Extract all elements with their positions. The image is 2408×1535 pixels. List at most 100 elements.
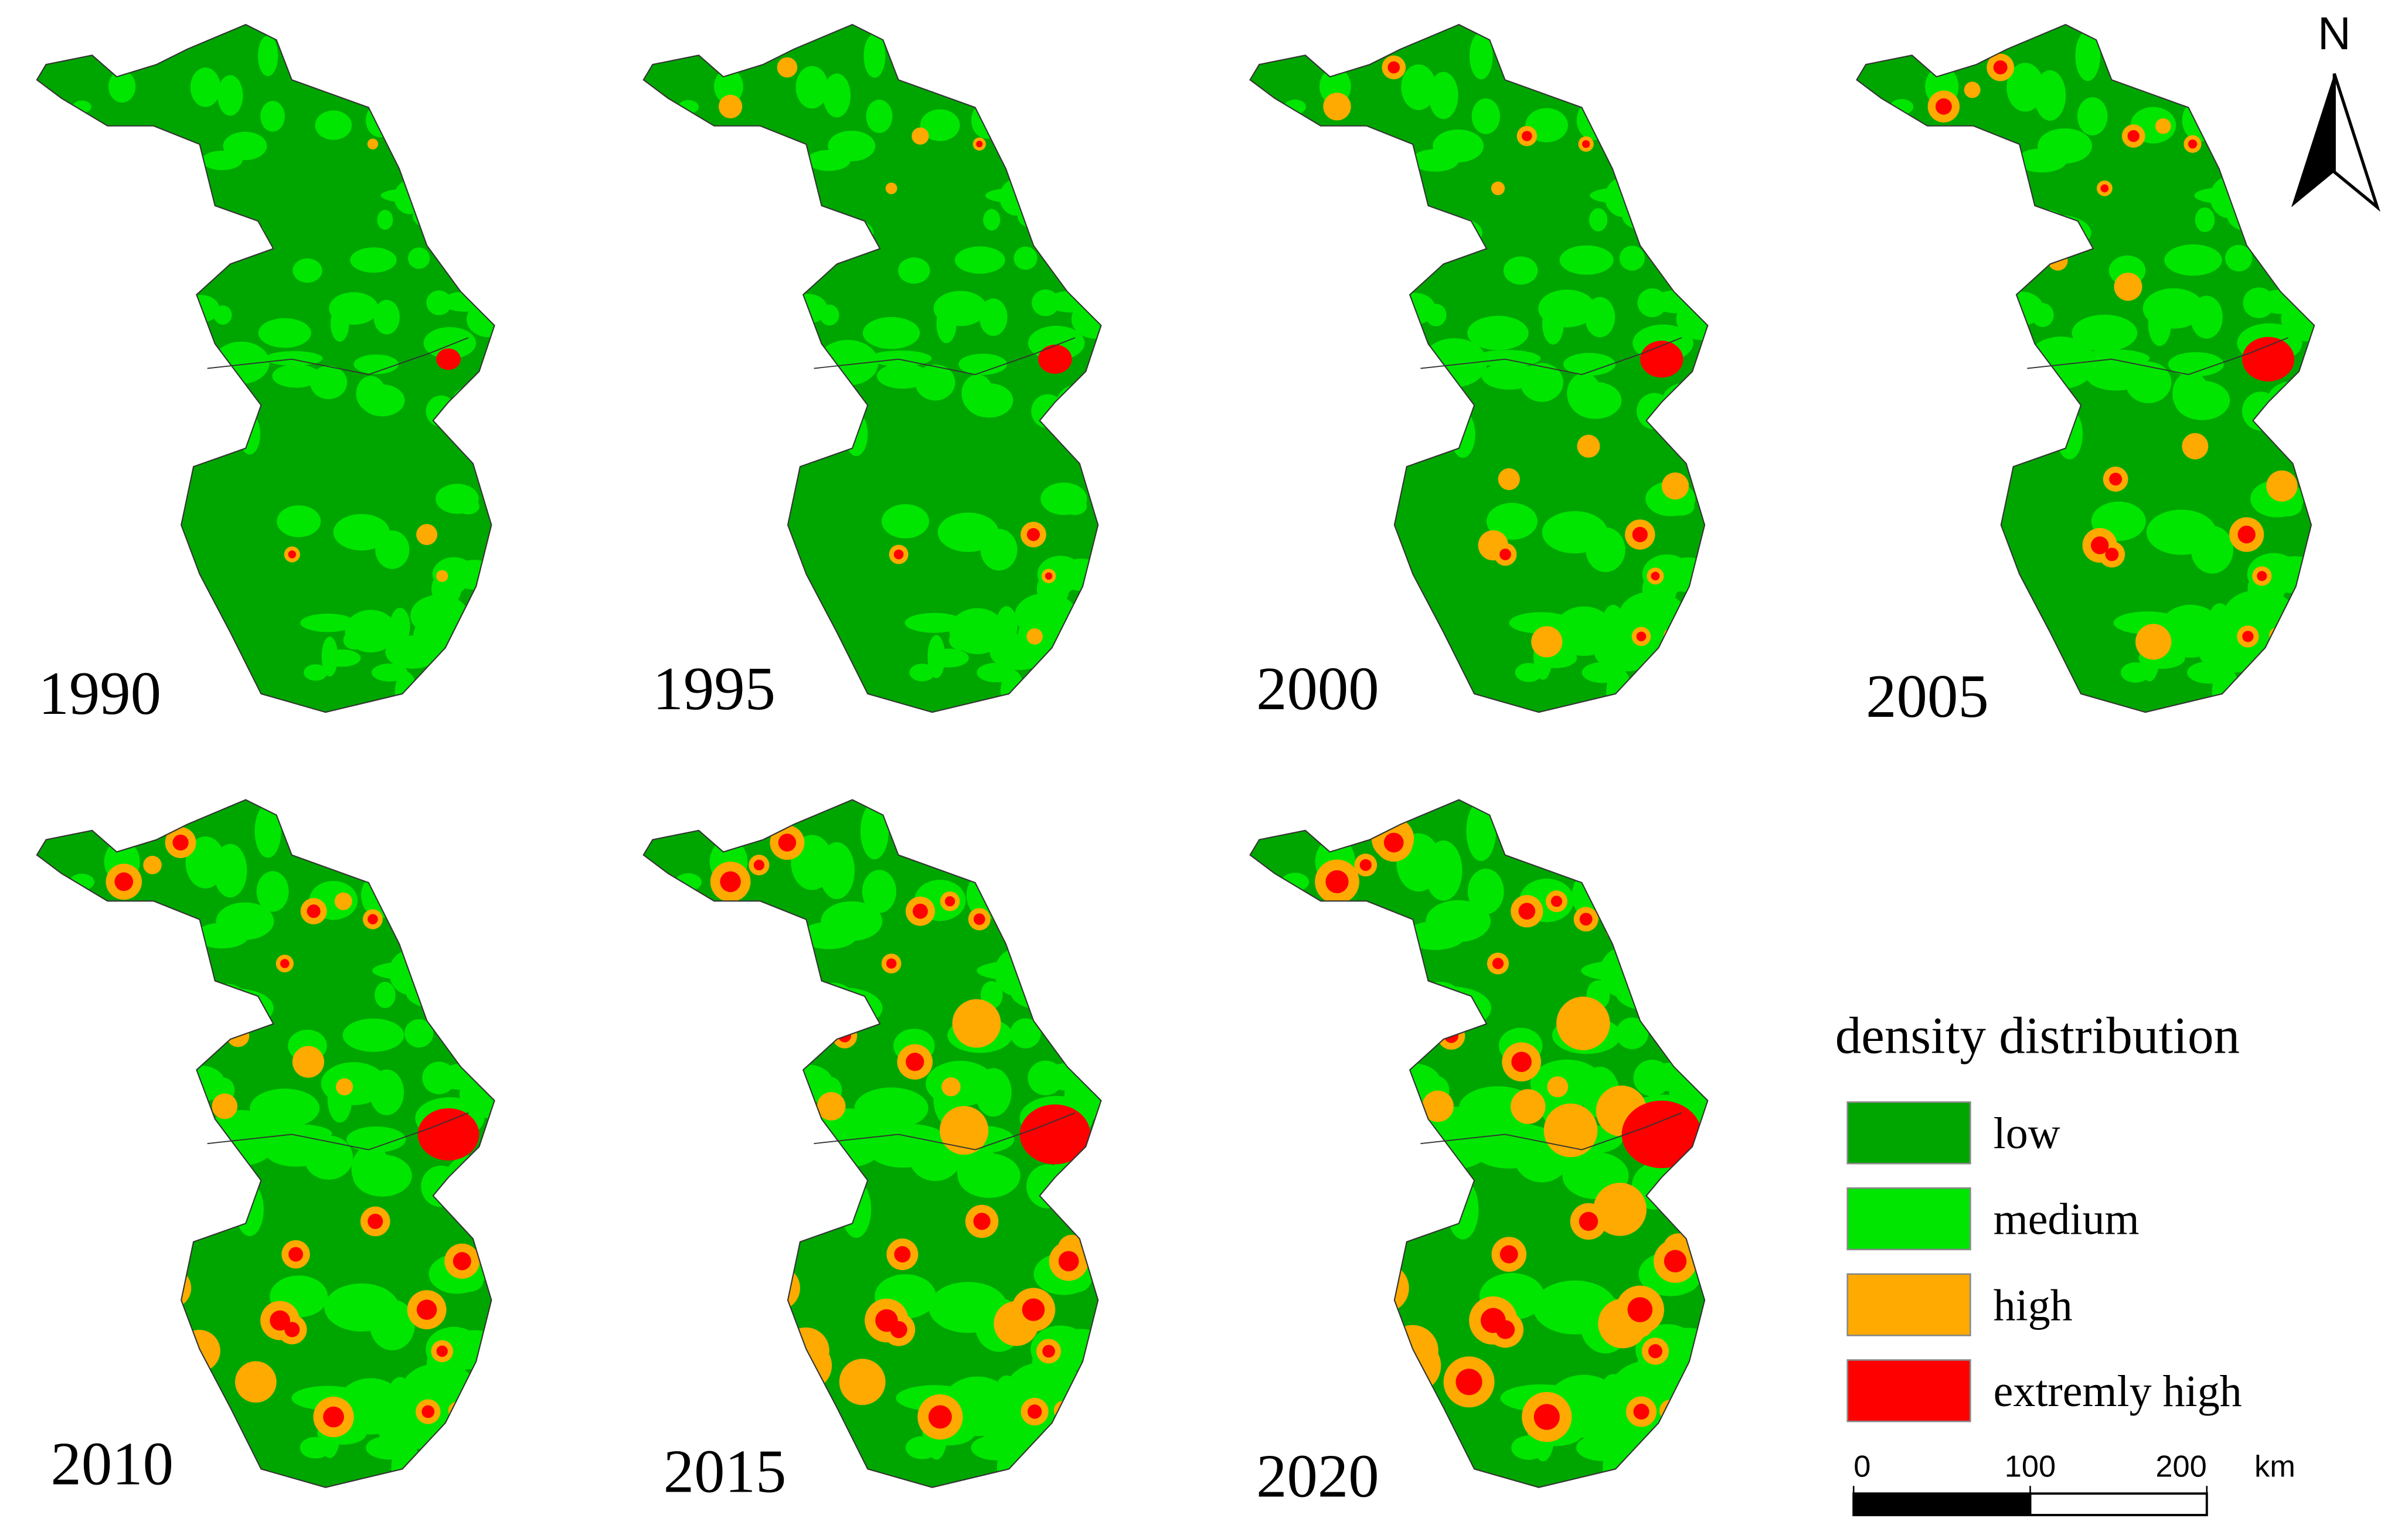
medium-patch bbox=[1405, 921, 1465, 950]
extreme-patch bbox=[1579, 913, 1593, 926]
medium-patch bbox=[327, 828, 387, 863]
legend-label: high bbox=[1994, 1281, 2073, 1330]
legend-swatch bbox=[1846, 1273, 1971, 1336]
medium-patch bbox=[2086, 361, 2146, 391]
north-label: N bbox=[2318, 8, 2351, 59]
medium-patch bbox=[817, 212, 851, 239]
medium-patch bbox=[239, 414, 261, 455]
extreme-patch bbox=[1359, 859, 1372, 871]
extreme-patch bbox=[753, 859, 765, 871]
medium-patch bbox=[1501, 799, 1576, 843]
medium-patch bbox=[904, 28, 959, 62]
extreme-patch bbox=[928, 1405, 952, 1429]
medium-patch bbox=[1268, 24, 1318, 46]
medium-patch bbox=[2195, 207, 2215, 233]
medium-patch bbox=[209, 218, 265, 248]
medium-patch bbox=[1603, 1437, 1635, 1488]
medium-patch bbox=[964, 383, 1013, 418]
medium-patch bbox=[1000, 669, 1025, 713]
medium-patch bbox=[1671, 945, 1708, 970]
medium-patch bbox=[69, 1264, 140, 1282]
medium-patch bbox=[758, 168, 785, 200]
high-patch bbox=[367, 138, 379, 149]
medium-patch bbox=[967, 806, 1007, 847]
medium-patch bbox=[130, 938, 186, 981]
medium-patch bbox=[235, 1182, 264, 1237]
medium-patch bbox=[2120, 662, 2150, 683]
medium-patch bbox=[937, 1294, 995, 1315]
extreme-patch bbox=[1318, 1427, 1332, 1442]
high-patch bbox=[178, 1329, 220, 1372]
medium-patch bbox=[1277, 1263, 1358, 1284]
extreme-patch bbox=[973, 1213, 991, 1230]
high-patch bbox=[1932, 509, 1955, 533]
medium-patch bbox=[807, 149, 851, 171]
medium-patch bbox=[1542, 1293, 1603, 1316]
medium-patch bbox=[1861, 532, 1918, 575]
medium-patch bbox=[1363, 167, 1392, 202]
extreme-patch bbox=[720, 871, 741, 893]
medium-patch bbox=[329, 292, 379, 325]
extreme-patch bbox=[1340, 200, 1358, 219]
medium-patch bbox=[211, 212, 243, 238]
medium-patch bbox=[1590, 187, 1653, 204]
high-patch bbox=[839, 1359, 886, 1405]
medium-patch bbox=[190, 67, 221, 107]
extreme-patch bbox=[2127, 130, 2140, 142]
extreme-patch bbox=[280, 959, 290, 968]
medium-patch bbox=[258, 318, 311, 348]
province-boundary bbox=[1420, 1112, 1682, 1151]
medium-patch bbox=[673, 1264, 749, 1283]
scale-unit: km bbox=[2254, 1449, 2295, 1483]
high-patch bbox=[1589, 860, 1645, 917]
extreme-patch bbox=[1455, 1369, 1482, 1396]
medium-patch bbox=[1563, 353, 1615, 376]
medium-patch bbox=[69, 873, 94, 891]
high-patch bbox=[394, 920, 413, 939]
medium-patch bbox=[46, 536, 93, 571]
medium-patch bbox=[1073, 173, 1101, 192]
medium-patch bbox=[456, 498, 479, 515]
high-patch bbox=[2266, 470, 2298, 502]
high-patch bbox=[1331, 192, 1367, 228]
medium-patch bbox=[664, 24, 709, 46]
medium-patch bbox=[710, 221, 773, 268]
medium-patch bbox=[1509, 26, 1568, 63]
medium-patch bbox=[1434, 239, 1453, 254]
medium-patch bbox=[66, 1074, 96, 1094]
medium-patch bbox=[108, 70, 136, 103]
medium-patch bbox=[89, 1112, 109, 1166]
extreme-patch bbox=[1636, 631, 1647, 642]
medium-patch bbox=[122, 512, 151, 532]
medium-patch bbox=[1646, 57, 1682, 84]
medium-patch bbox=[1028, 171, 1063, 215]
extreme-patch bbox=[1060, 632, 1067, 639]
high-patch bbox=[1600, 96, 1635, 131]
extreme-patch bbox=[436, 1345, 448, 1357]
medium-patch bbox=[182, 295, 220, 323]
medium-patch bbox=[2266, 381, 2315, 427]
high-patch bbox=[1964, 81, 1981, 98]
medium-patch bbox=[1447, 1179, 1479, 1240]
high-patch bbox=[716, 1281, 746, 1311]
medium-patch bbox=[920, 109, 960, 141]
medium-patch bbox=[39, 1306, 100, 1352]
extreme-patch bbox=[893, 549, 904, 560]
medium-patch bbox=[1250, 1417, 1280, 1445]
medium-patch bbox=[795, 66, 829, 109]
medium-patch bbox=[1615, 1017, 1649, 1050]
medium-patch bbox=[1014, 593, 1077, 638]
high-patch bbox=[777, 57, 798, 78]
medium-patch bbox=[826, 1012, 848, 1030]
medium-patch bbox=[2174, 380, 2230, 420]
medium-patch bbox=[983, 209, 1001, 231]
medium-patch bbox=[710, 959, 780, 981]
extreme-patch bbox=[323, 1406, 344, 1428]
medium-patch bbox=[1023, 859, 1064, 916]
medium-patch bbox=[1262, 799, 1324, 825]
medium-patch bbox=[1919, 217, 1991, 271]
high-patch bbox=[1663, 628, 1678, 642]
map-panel bbox=[36, 799, 495, 1489]
medium-patch bbox=[863, 34, 886, 78]
